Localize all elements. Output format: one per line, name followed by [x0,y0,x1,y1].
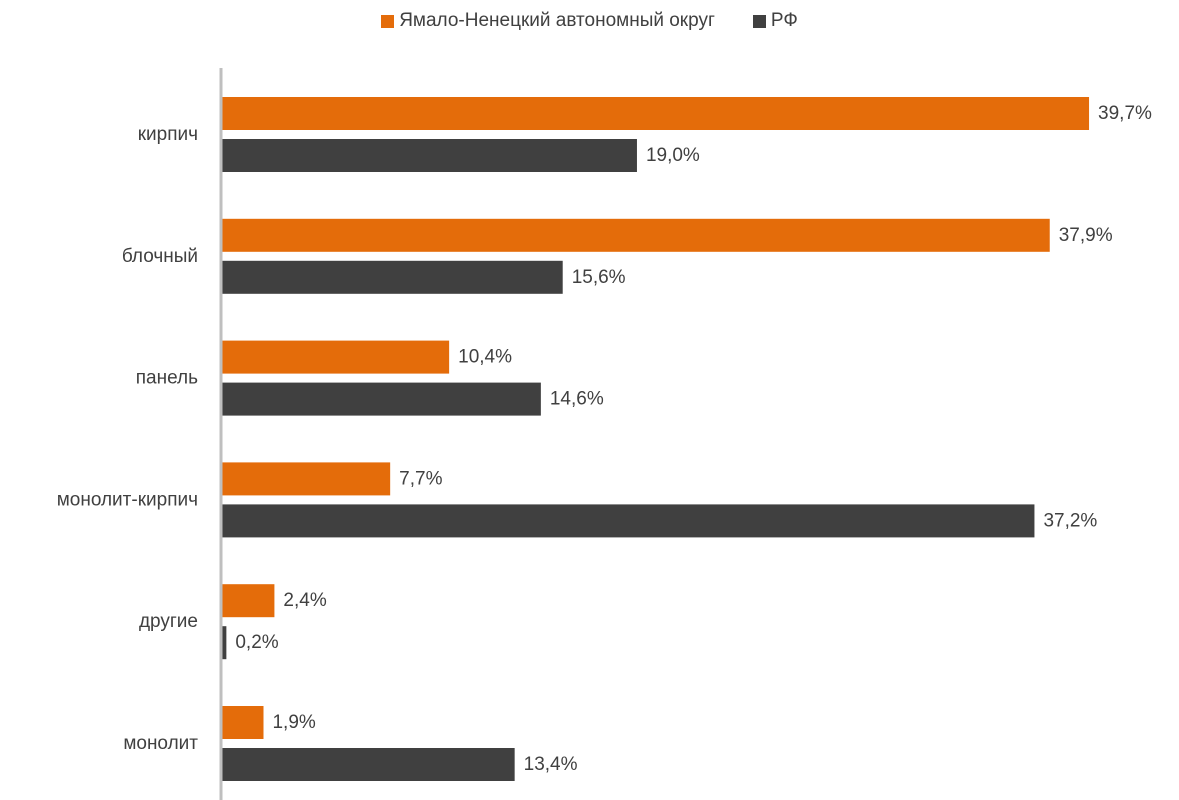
bar-series1-панель [222,382,541,416]
data-label-series1-монолит: 13,4% [524,754,578,775]
data-label-series0-монолит: 1,9% [272,712,315,733]
legend-item-yanao: Ямало-Ненецкий автономный округ [381,10,715,32]
bar-series1-монолит [222,748,515,781]
bar-series0-монолит [222,706,264,739]
legend-swatch-rf [752,14,766,28]
data-label-series1-кирпич: 19,0% [646,145,700,166]
legend-label-yanao: Ямало-Ненецкий автономный округ [399,10,715,31]
data-label-series1-блочный: 15,6% [572,267,626,288]
category-label-4: другие [139,611,198,632]
bar-series0-панель [222,340,450,374]
data-label-series0-кирпич: 39,7% [1098,103,1152,124]
data-label-series1-монолит-кирпич: 37,2% [1043,510,1097,531]
category-label-3: монолит-кирпич [57,489,198,510]
data-label-series0-панель: 10,4% [458,347,512,368]
category-label-1: блочный [122,246,198,267]
bar-series0-кирпич [222,97,1090,130]
category-label-0: кирпич [138,124,198,145]
data-label-series1-панель: 14,6% [550,389,604,410]
category-label-5: монолит [123,733,198,754]
legend-label-rf: РФ [770,10,798,31]
bar-series1-блочный [222,260,563,294]
category-label-2: панель [136,368,198,389]
bar-series0-монолит-кирпич [222,462,391,496]
data-label-series0-блочный: 37,9% [1059,225,1113,246]
data-label-series0-монолит-кирпич: 7,7% [399,468,442,489]
data-label-series1-другие: 0,2% [235,632,278,653]
legend-item-rf: РФ [752,10,798,32]
bars-layer [222,97,1090,781]
legend: Ямало-Ненецкий автономный округ РФ [0,8,1179,34]
labels-layer: кирпич 39,7% 19,0% блочный 37,9% 15,6% панель 1… [57,103,1152,775]
bar-series0-блочный [222,218,1050,252]
legend-swatch-yanao [381,14,395,28]
bar-series1-другие [222,626,227,660]
bar-series1-кирпич [222,139,637,172]
data-label-series0-другие: 2,4% [283,590,326,611]
bar-series1-монолит-кирпич [222,504,1035,538]
bar-series0-другие [222,584,275,618]
